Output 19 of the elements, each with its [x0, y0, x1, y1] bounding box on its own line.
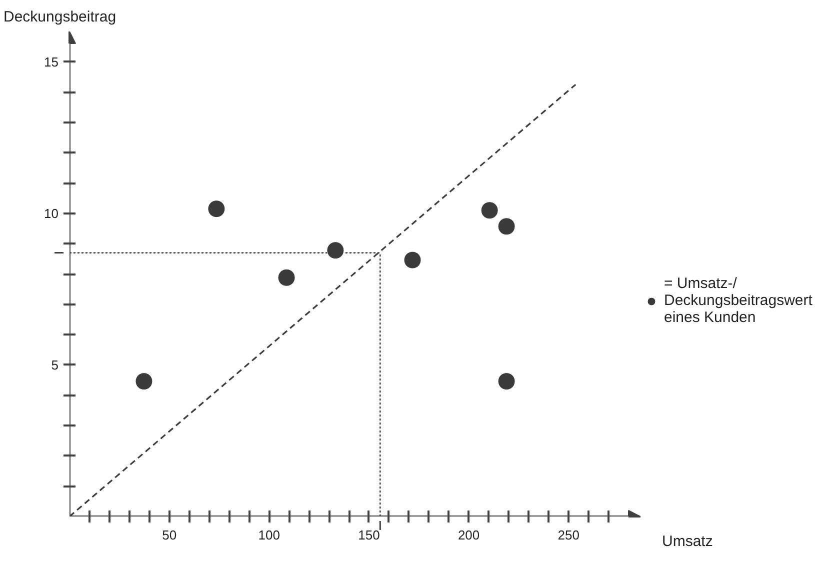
- y-tick-label: 10: [44, 206, 59, 221]
- x-axis-title: Umsatz: [662, 532, 713, 552]
- y-axis-title: Deckungsbeitrag: [4, 8, 116, 26]
- point: [498, 372, 516, 390]
- x-tick-label: 100: [258, 528, 280, 542]
- x-tick-label: 150: [358, 528, 380, 542]
- x-tick-label: 200: [458, 528, 480, 542]
- y-tick-label: 15: [44, 54, 59, 70]
- point: [326, 242, 344, 260]
- point: [135, 372, 153, 390]
- x-tick-label: 250: [558, 528, 580, 542]
- point: [480, 202, 498, 220]
- point: [208, 200, 226, 218]
- x-tick-label: 50: [162, 528, 177, 542]
- legend-label: = Umsatz-/ Deckungsbeitragswert eines Kunden: [664, 275, 812, 326]
- point: [404, 251, 422, 269]
- point: [498, 218, 516, 236]
- y-tick-label: 5: [51, 357, 59, 372]
- point: [278, 268, 296, 286]
